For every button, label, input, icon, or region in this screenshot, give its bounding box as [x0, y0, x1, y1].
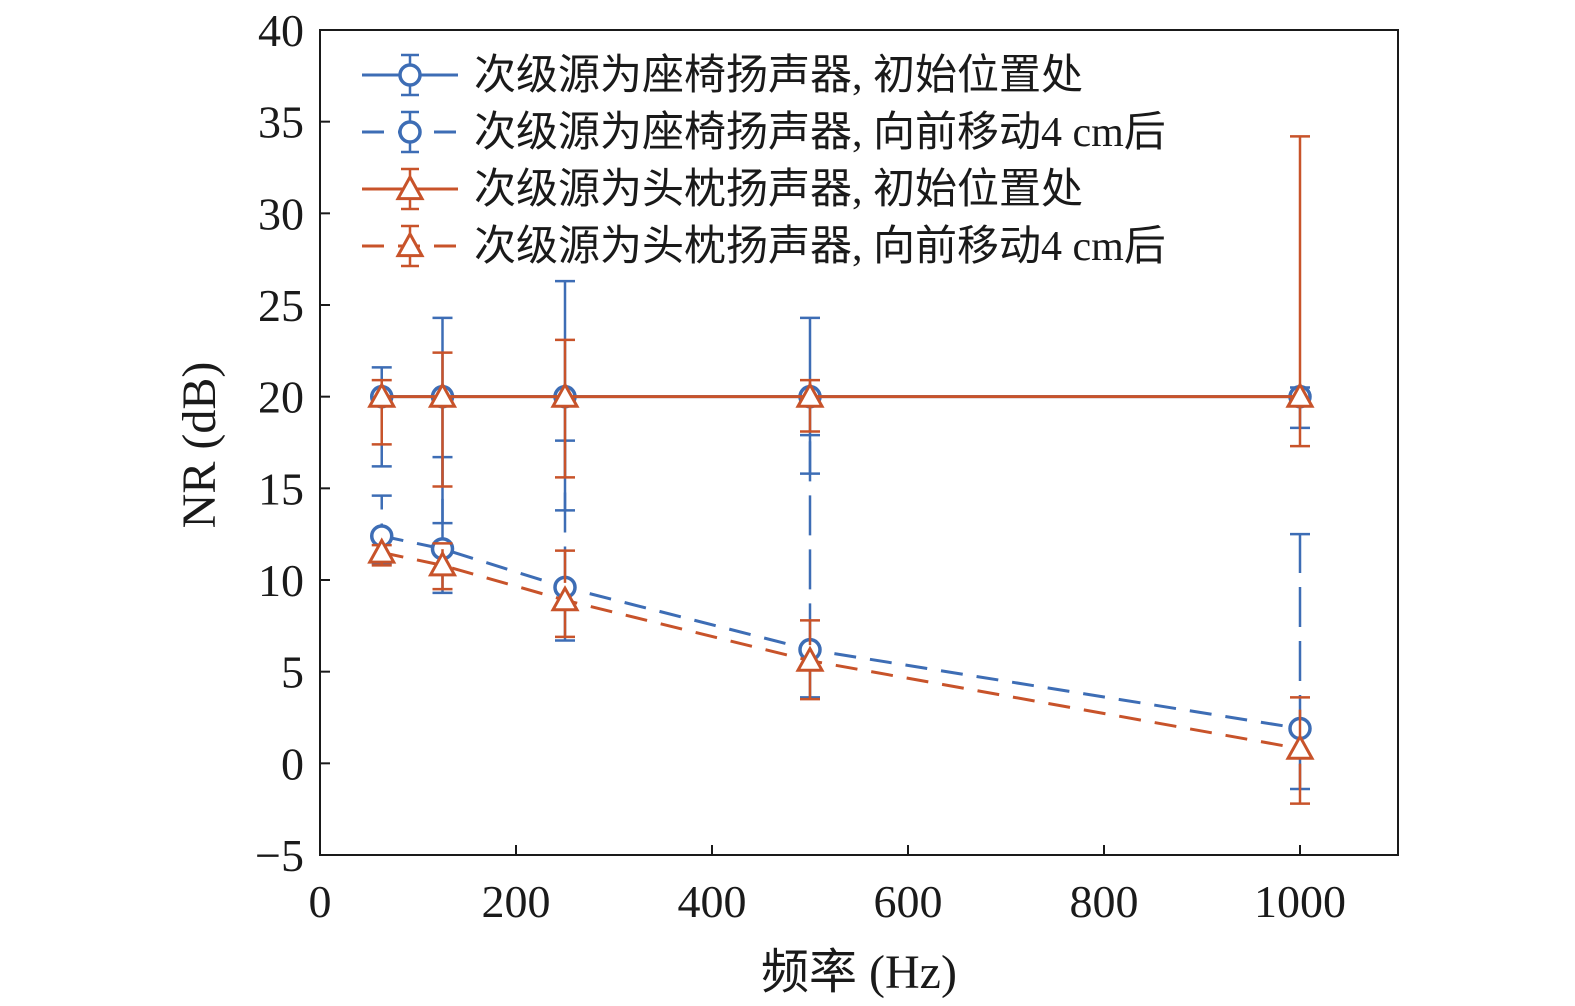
- legend-label: 次级源为头枕扬声器, 初始位置处: [474, 166, 1083, 213]
- legend-item-1: 次级源为座椅扬声器, 初始位置处: [362, 52, 1083, 99]
- legend-marker: [395, 173, 425, 201]
- legend-item-4: 次级源为头枕扬声器, 向前移动4 cm后: [362, 224, 1166, 270]
- y-tick-label: 20: [258, 372, 304, 423]
- x-tick-label: 1000: [1254, 876, 1346, 927]
- series-line: [381, 534, 1301, 730]
- x-tick-label: 0: [309, 876, 332, 927]
- data-point: [427, 550, 458, 577]
- y-tick-label: 5: [281, 647, 304, 698]
- y-tick-label: 15: [258, 463, 304, 514]
- y-tick-label: 10: [258, 555, 304, 606]
- data-point: [550, 585, 580, 612]
- series-1: [369, 279, 1312, 525]
- data-point: [795, 381, 825, 408]
- data-point: [795, 645, 825, 672]
- x-tick-label: 200: [482, 876, 551, 927]
- data-point: [367, 537, 397, 564]
- legend-label: 次级源为座椅扬声器, 初始位置处: [474, 52, 1083, 99]
- series-4: [367, 537, 1315, 805]
- data-point: [1285, 733, 1315, 760]
- legend-label: 次级源为头枕扬声器, 向前移动4 cm后: [474, 224, 1166, 270]
- series-line: [381, 551, 1301, 751]
- series-layer: [367, 135, 1315, 805]
- data-point: [367, 381, 397, 408]
- data-point: [550, 381, 580, 408]
- y-axis-label: NR (dB): [173, 362, 226, 529]
- legend-marker: [398, 120, 422, 144]
- y-tick-label: 40: [258, 5, 304, 56]
- series-2: [369, 433, 1312, 791]
- x-axis-label: 频率 (Hz): [761, 946, 957, 999]
- x-tick-label: 800: [1070, 876, 1139, 927]
- data-point: [1285, 381, 1315, 408]
- y-tick-label: 0: [281, 738, 304, 789]
- x-tick-label: 400: [678, 876, 747, 927]
- x-tick-label: 600: [874, 876, 943, 927]
- legend-marker: [398, 63, 422, 87]
- legend-item-3: 次级源为头枕扬声器, 初始位置处: [362, 166, 1083, 213]
- y-tick-label: 30: [258, 188, 304, 239]
- plot-frame: [319, 29, 1399, 856]
- data-point: [427, 381, 458, 408]
- legend-item-2: 次级源为座椅扬声器, 向前移动4 cm后: [362, 109, 1166, 156]
- legend-marker: [395, 230, 425, 258]
- y-tick-label: 25: [258, 280, 304, 331]
- series-3: [367, 135, 1315, 488]
- legend-label: 次级源为座椅扬声器, 向前移动4 cm后: [474, 109, 1166, 156]
- y-tick-label: 35: [258, 97, 304, 148]
- y-tick-label: −5: [255, 830, 304, 881]
